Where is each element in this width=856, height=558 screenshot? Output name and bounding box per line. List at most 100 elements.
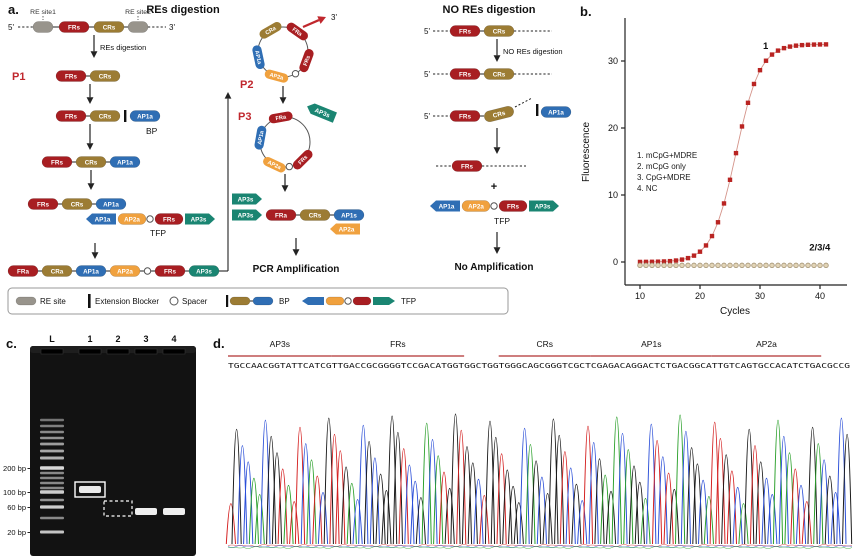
- qpcr-legend-line: 4. NC: [637, 184, 658, 193]
- region-label: AP3s: [270, 339, 290, 349]
- x-tick-label: 30: [755, 291, 765, 301]
- data-point-circle: [643, 262, 649, 269]
- chromatogram-peak: [467, 462, 478, 545]
- primer-arrow-AP1a: AP1a: [430, 200, 460, 212]
- ladder-band: [40, 424, 64, 428]
- capsule-CRs: CRs: [89, 110, 121, 122]
- capsule-shape: [268, 111, 293, 124]
- chromatogram-peak: [248, 477, 259, 545]
- primer-arrow-shape: [86, 213, 116, 225]
- capsule-label: FRs: [459, 113, 471, 120]
- capsule-label: CRs: [85, 159, 98, 166]
- lane-label: 4: [171, 334, 176, 344]
- capsule-label: FRs: [459, 28, 471, 35]
- capsule-AP2a: AP2a: [264, 69, 289, 83]
- primer-arrow-shape: [302, 297, 324, 305]
- arrow-head: [493, 247, 501, 254]
- chromatogram-peak: [784, 452, 795, 545]
- data-point-square: [697, 249, 703, 254]
- data-point-circle: [811, 262, 817, 269]
- capsule-shape: [461, 200, 491, 212]
- data-point-square: [715, 220, 721, 225]
- ladder-band: [40, 466, 64, 470]
- capsule-AP1a: AP1a: [254, 125, 267, 150]
- ladder-band: [40, 449, 64, 453]
- chromatogram-peak: [306, 459, 317, 545]
- chromatogram-peak: [444, 488, 455, 545]
- chromatogram-peak: [358, 424, 369, 545]
- capsule-re-site: [352, 296, 372, 306]
- ladder-band: [40, 481, 64, 485]
- capsule-FRs: FRs: [27, 198, 59, 210]
- data-point-square: [733, 150, 739, 156]
- size-label: 200 bp: [3, 464, 26, 473]
- data-point-circle: [739, 262, 745, 269]
- capsule-label: AP2a: [124, 216, 140, 223]
- capsule-shape: [292, 149, 313, 170]
- chromatogram-peak: [559, 451, 570, 545]
- chromatogram-peak: [496, 453, 507, 545]
- chromatogram-peak: [260, 419, 271, 545]
- extension-blocker-icon: [124, 110, 127, 122]
- y-axis-label: Fluorescence: [581, 122, 592, 182]
- capsule-shape: [117, 213, 147, 225]
- arrow-head: [224, 92, 232, 99]
- y-tick-label: 30: [608, 56, 618, 66]
- chromatogram-peak: [375, 473, 386, 545]
- primer-arrow-tfp-part: [302, 297, 324, 305]
- y-tick-label: 0: [613, 257, 618, 267]
- qpcr-legend-line: 2. mCpG only: [637, 162, 686, 171]
- capsule-CRs: CRs: [483, 25, 515, 37]
- data-point-square: [817, 42, 823, 47]
- chromatogram-peak: [502, 469, 513, 545]
- arrow-head: [292, 249, 300, 256]
- capsule-FRs: FRs: [55, 70, 87, 82]
- primer-arrow-shape: [529, 200, 559, 212]
- data-point-square: [667, 258, 673, 264]
- capsule-FRs: FRs: [449, 68, 481, 80]
- capsule-shape: [15, 296, 37, 306]
- data-point-square: [799, 42, 805, 48]
- gel-band-lane3: [135, 508, 157, 515]
- five-prime-label: 5': [8, 23, 14, 32]
- primer-arrow-shape: [232, 209, 262, 221]
- ladder-band: [40, 476, 64, 480]
- chromatogram-peak: [836, 417, 847, 545]
- capsule-re-site: [127, 21, 149, 33]
- step-nores-label: NO REs digestion: [503, 47, 563, 56]
- chromatogram-peak: [628, 465, 640, 545]
- p2-label: P2: [240, 79, 253, 91]
- capsule-CRa: CRa: [259, 21, 282, 39]
- chromatogram-peak: [698, 479, 709, 545]
- data-point-circle: [745, 262, 751, 269]
- data-point-square: [637, 259, 643, 265]
- chromatogram-peak: [565, 467, 576, 545]
- annotation: 2/3/4: [809, 243, 831, 254]
- data-point-square: [661, 259, 667, 264]
- p3-label: P3: [238, 111, 251, 123]
- data-point-circle: [787, 262, 793, 269]
- ladder-band: [40, 442, 64, 446]
- primer-arrow-shape: [330, 223, 360, 235]
- chromatogram-peak: [554, 434, 565, 545]
- gel-image: [30, 346, 196, 556]
- chromatogram-peak: [364, 441, 375, 545]
- capsule-label: AP1a: [257, 130, 265, 146]
- chromatogram-peak: [571, 484, 582, 545]
- chromatogram-peak: [536, 476, 547, 545]
- data-point-circle: [661, 262, 667, 269]
- y-tick-label: 20: [608, 123, 618, 133]
- chromatogram-peak: [588, 442, 599, 545]
- qpcr-legend-line: 3. CpG+MDRE: [637, 173, 691, 182]
- capsule-label: AP3s: [196, 268, 212, 275]
- primer-arrow-shape: [232, 193, 262, 205]
- chromatogram-peak: [744, 428, 755, 545]
- chromatogram-peak: [237, 445, 248, 545]
- data-point-circle: [655, 262, 661, 269]
- arrow-head: [317, 16, 326, 24]
- chromatogram-peak: [225, 503, 236, 545]
- data-point-circle: [769, 262, 775, 269]
- chromatogram-peak: [634, 482, 645, 545]
- arrow-head: [279, 97, 287, 104]
- data-point-circle: [649, 262, 655, 269]
